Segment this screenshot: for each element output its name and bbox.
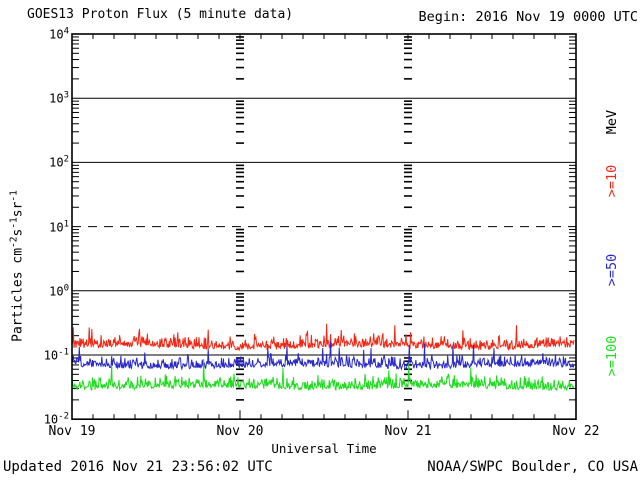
begin-timestamp: Begin: 2016 Nov 19 0000 UTC	[418, 9, 638, 25]
series-line-protons-50-mev	[71, 340, 575, 371]
y-tick-label-10e1: 101	[49, 219, 69, 235]
x-tick-label-nov-21: Nov 21	[384, 424, 432, 439]
x-tick-label-nov-19: Nov 19	[48, 424, 96, 439]
series-line-protons-10-mev	[71, 323, 575, 352]
source-credit: NOAA/SWPC Boulder, CO USA	[427, 459, 638, 475]
series-line-protons-100-mev	[71, 359, 575, 392]
page-title: GOES13 Proton Flux (5 minute data)	[27, 7, 294, 22]
y-tick-label-10e3: 103	[49, 90, 69, 106]
legend-unit-mev: MeV	[604, 109, 620, 135]
legend-entry-10mev: >=10	[604, 164, 620, 198]
y-tick-label-10e-1: 10-1	[43, 347, 69, 363]
legend-entry-50mev: >=50	[604, 253, 620, 287]
x-tick-label-nov-20: Nov 20	[216, 424, 264, 439]
legend-entry-100mev: >=100	[604, 335, 620, 377]
x-tick-label-nov-22: Nov 22	[552, 424, 600, 439]
plot-frame	[71, 33, 577, 421]
y-axis-title: Particles cm-2s-1sr-1	[8, 190, 26, 342]
y-tick-label-10e-2: 10-2	[43, 411, 69, 427]
updated-timestamp: Updated 2016 Nov 21 23:56:02 UTC	[3, 459, 273, 475]
y-tick-label-10e0: 100	[49, 283, 69, 299]
x-axis-title: Universal Time	[271, 441, 377, 456]
y-tick-label-10e4: 104	[49, 26, 69, 42]
y-tick-label-10e2: 102	[49, 154, 69, 170]
